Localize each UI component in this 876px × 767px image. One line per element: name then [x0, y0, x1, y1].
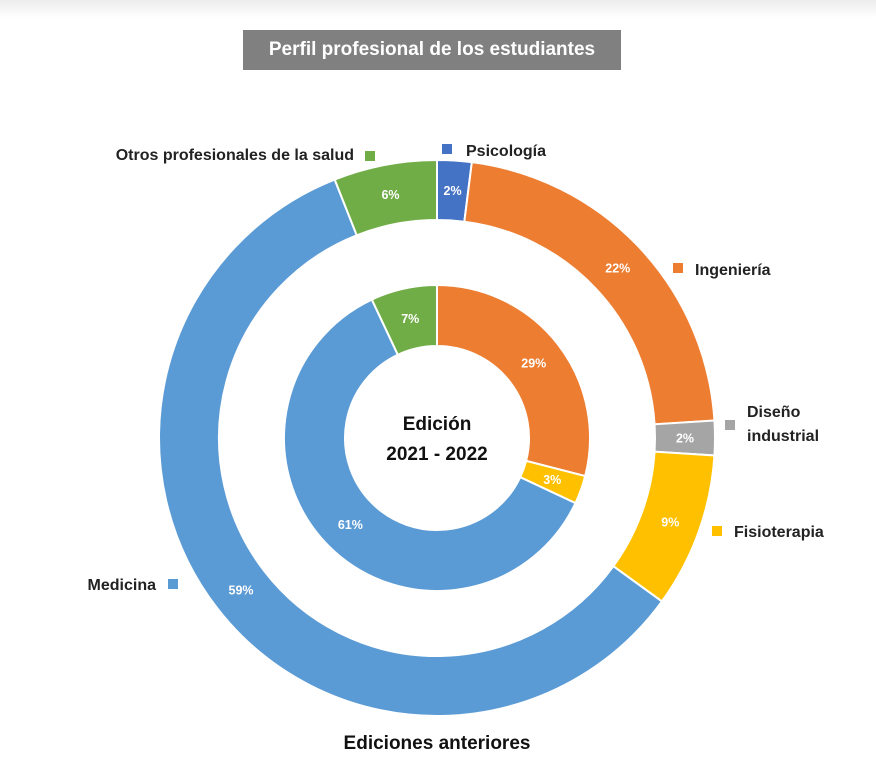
outer-label-diseno-industrial: 2%	[676, 432, 694, 446]
legend-marker-ingenieria	[673, 263, 683, 273]
outer-label-medicina: 59%	[229, 584, 254, 598]
top-bar	[0, 0, 876, 18]
inner-label-ingenieria: 29%	[521, 356, 546, 370]
legend-label-otros-profesionales-de-la-salud: Otros profesionales de la salud	[116, 147, 354, 164]
legend-marker-diseno-industrial	[725, 420, 735, 430]
chart-title: Perfil profesional de los estudiantes	[243, 30, 621, 70]
legend-label-diseno-industrial: Diseño industrial	[747, 404, 819, 445]
center-text-line-1: Edición	[403, 414, 472, 435]
inner-slice-otros-profesionales-de-la-salud	[370, 283, 438, 357]
legend-marker-fisioterapia	[712, 526, 722, 536]
outer-slice-medicina	[158, 178, 664, 717]
legend-label-psicologia: Psicología	[466, 143, 546, 160]
legend-label-ingenieria: Ingeniería	[695, 262, 771, 279]
inner-slice-ingenieria	[436, 283, 591, 478]
inner-label-fisioterapia: 3%	[543, 473, 561, 487]
legend-label-fisioterapia: Fisioterapia	[734, 524, 824, 541]
outer-label-psicologia: 2%	[444, 184, 462, 198]
inner-slice-medicina	[283, 298, 577, 592]
outer-slice-ingenieria	[463, 161, 716, 426]
legend-label-medicina: Medicina	[88, 577, 157, 594]
outer-slice-otros-profesionales-de-la-salud	[333, 158, 438, 237]
bottom-label: Ediciones anteriores	[344, 733, 531, 754]
inner-label-medicina: 61%	[338, 518, 363, 532]
outer-label-fisioterapia: 9%	[661, 516, 679, 530]
center-text-line-2: 2021 - 2022	[386, 444, 487, 465]
legend-marker-psicologia	[442, 144, 452, 154]
inner-label-otros-profesionales-de-la-salud: 7%	[401, 312, 419, 326]
outer-label-otros-profesionales-de-la-salud: 6%	[381, 188, 399, 202]
outer-label-ingenieria: 22%	[605, 262, 630, 276]
legend-marker-otros-profesionales-de-la-salud	[365, 151, 375, 161]
legend-marker-medicina	[168, 579, 178, 589]
